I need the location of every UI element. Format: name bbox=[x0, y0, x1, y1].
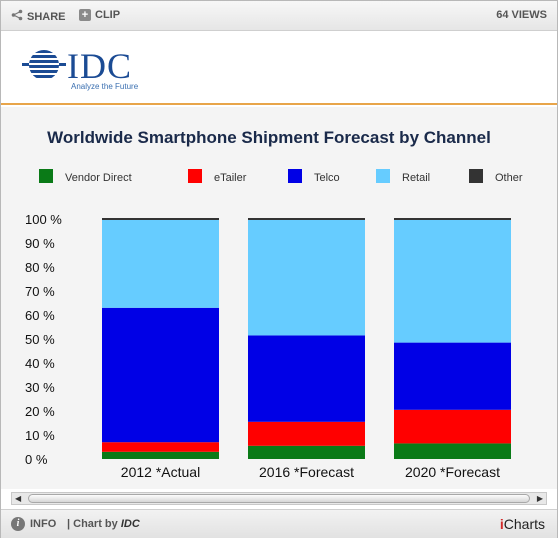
bar-segment bbox=[248, 421, 365, 446]
bar-segment bbox=[248, 219, 365, 336]
x-axis: 2012 *Actual 2016 *Forecast 2020 *Forecast bbox=[121, 464, 500, 480]
info-icon[interactable]: i bbox=[11, 517, 25, 531]
y-tick-label: 80 % bbox=[25, 260, 55, 275]
widget-footer: i INFO | Chart by IDC iCharts bbox=[1, 509, 557, 538]
y-axis: 0 % 10 % 20 % 30 % 40 % 50 % 60 % 70 % 80 % 90 % 1… bbox=[25, 212, 62, 467]
icharts-brand-rest: Charts bbox=[503, 516, 545, 532]
scroll-thumb[interactable] bbox=[28, 494, 530, 503]
bar-segment bbox=[248, 335, 365, 422]
bar-top-cap bbox=[102, 218, 219, 220]
bar-top-cap bbox=[394, 218, 511, 220]
x-tick-label: 2016 *Forecast bbox=[259, 464, 354, 480]
bar-segment bbox=[102, 219, 219, 308]
y-tick-label: 10 % bbox=[25, 428, 55, 443]
chart-legend: Vendor Direct eTailer Telco Retail Other bbox=[39, 169, 523, 184]
scroll-right-icon[interactable]: ▶ bbox=[536, 494, 543, 503]
icharts-brand-i: i bbox=[499, 516, 504, 532]
share-label: SHARE bbox=[27, 10, 66, 23]
scroll-left-icon[interactable]: ◀ bbox=[15, 494, 22, 503]
views-count: 64 VIEWS bbox=[496, 9, 547, 21]
bar-segment bbox=[394, 219, 511, 343]
y-tick-label: 30 % bbox=[25, 380, 55, 395]
bar-segment bbox=[102, 451, 219, 459]
legend-swatch bbox=[39, 169, 53, 183]
plus-icon: + bbox=[79, 9, 91, 21]
legend-label: Telco bbox=[314, 172, 340, 184]
y-tick-label: 40 % bbox=[25, 356, 55, 371]
icharts-brand[interactable]: iCharts bbox=[500, 516, 545, 532]
share-button[interactable]: SHARE bbox=[11, 9, 66, 24]
widget-toolbar: SHARE + CLIP 64 VIEWS bbox=[1, 1, 557, 31]
chart-credit: | Chart by IDC bbox=[67, 518, 140, 530]
y-tick-label: 0 % bbox=[25, 452, 48, 467]
info-label[interactable]: INFO bbox=[30, 518, 57, 530]
logo-banner: IDC Analyze the Future bbox=[1, 32, 557, 105]
chart-area: Worldwide Smartphone Shipment Forecast b… bbox=[1, 107, 557, 489]
bar-top-cap bbox=[248, 218, 365, 220]
idc-logo-text: IDC bbox=[67, 46, 132, 86]
bar-series bbox=[102, 218, 511, 459]
y-tick-label: 100 % bbox=[25, 212, 62, 227]
share-icon bbox=[11, 9, 23, 24]
legend-swatch bbox=[288, 169, 302, 183]
chart-credit-prefix: | Chart by bbox=[67, 518, 118, 530]
bar-segment bbox=[248, 445, 365, 459]
legend-label: Retail bbox=[402, 172, 430, 184]
legend-label: eTailer bbox=[214, 172, 247, 184]
chart-svg: Worldwide Smartphone Shipment Forecast b… bbox=[25, 128, 523, 480]
bar-segment bbox=[394, 409, 511, 444]
clip-button[interactable]: + CLIP bbox=[79, 9, 120, 21]
bar-segment bbox=[394, 342, 511, 410]
legend-swatch bbox=[188, 169, 202, 183]
y-tick-label: 60 % bbox=[25, 308, 55, 323]
y-tick-label: 70 % bbox=[25, 284, 55, 299]
y-tick-label: 90 % bbox=[25, 236, 55, 251]
legend-swatch bbox=[376, 169, 390, 183]
clip-label: CLIP bbox=[95, 9, 121, 21]
x-tick-label: 2012 *Actual bbox=[121, 464, 200, 480]
chart-credit-source[interactable]: IDC bbox=[120, 518, 140, 530]
legend-label: Vendor Direct bbox=[65, 172, 132, 184]
idc-tagline: Analyze the Future bbox=[71, 82, 139, 91]
y-tick-label: 20 % bbox=[25, 404, 55, 419]
idc-globe-icon bbox=[22, 48, 66, 87]
y-tick-label: 50 % bbox=[25, 332, 55, 347]
chart-title: Worldwide Smartphone Shipment Forecast b… bbox=[47, 128, 491, 147]
x-tick-label: 2020 *Forecast bbox=[405, 464, 500, 480]
bar-segment bbox=[394, 443, 511, 459]
bar-segment bbox=[102, 442, 219, 452]
legend-label: Other bbox=[495, 172, 523, 184]
legend-swatch bbox=[469, 169, 483, 183]
bar-segment bbox=[102, 307, 219, 443]
horizontal-scrollbar[interactable]: ◀ ▶ bbox=[11, 492, 547, 505]
